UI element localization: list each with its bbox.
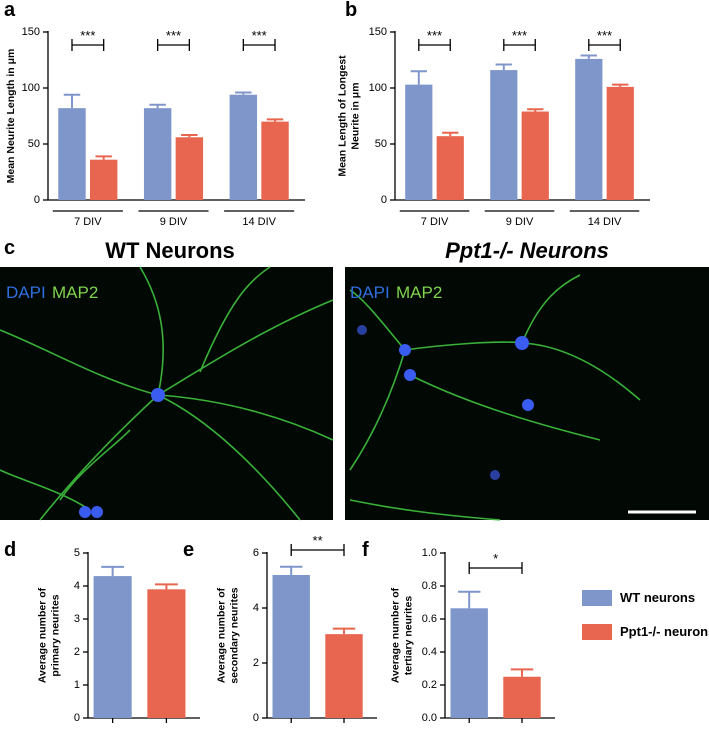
y-tick-label: 0 (34, 194, 40, 206)
legend-swatch (582, 624, 612, 640)
y-tick-label: 4 (74, 580, 80, 592)
y-tick-label: 50 (375, 138, 387, 150)
significance-bracket (242, 39, 276, 51)
bar (521, 111, 549, 200)
y-tick-label: 0.8 (422, 580, 437, 592)
significance-bracket (418, 39, 451, 51)
bar (490, 70, 518, 200)
y-tick-label: 6 (253, 547, 259, 559)
bar (147, 589, 186, 718)
y-tick-label: 0 (74, 712, 80, 724)
x-tick-label: 14 DIV (242, 216, 276, 228)
bar (325, 634, 363, 718)
bar (229, 94, 258, 200)
micrograph (0, 266, 709, 521)
y-axis-label: Average number of (216, 587, 228, 683)
significance-bracket (290, 544, 345, 556)
x-tick-label: 7 DIV (421, 216, 449, 228)
significance-bracket (468, 562, 523, 574)
stain-label: DAPI (6, 283, 46, 302)
y-tick-label: 150 (369, 26, 387, 38)
y-tick-label: 0 (381, 194, 387, 206)
panel-label: c (4, 237, 15, 259)
bar (436, 136, 464, 200)
y-axis-label: Average number of (390, 587, 402, 683)
y-tick-label: 100 (369, 82, 387, 94)
significance-label: ** (313, 533, 323, 548)
image-title: Ppt1-/- Neurons (445, 238, 609, 263)
significance-label: *** (427, 28, 442, 43)
y-tick-label: 100 (22, 82, 40, 94)
y-tick-label: 2 (74, 646, 80, 658)
y-axis-label: primary neurites (50, 594, 62, 676)
panel-label: e (183, 539, 194, 561)
bar (93, 576, 132, 718)
panel-label: a (4, 0, 16, 21)
panel-label: b (345, 0, 357, 21)
x-tick-label: 9 DIV (160, 216, 188, 228)
y-tick-label: 0.2 (422, 679, 437, 691)
image-title: WT Neurons (105, 238, 235, 263)
bar (261, 121, 289, 200)
bar (89, 159, 118, 200)
panel-label: f (362, 539, 369, 561)
y-axis-label: secondary neurites (229, 587, 241, 683)
legend-swatch (582, 590, 612, 606)
bar (405, 84, 433, 200)
y-axis-label: tertiary neurites (403, 596, 415, 676)
bar (143, 108, 172, 200)
y-axis-label: Neurite in μm (350, 82, 362, 149)
significance-label: *** (166, 28, 181, 43)
y-tick-label: 150 (22, 26, 40, 38)
panel-label: d (4, 539, 16, 561)
y-tick-label: 0.4 (422, 646, 437, 658)
significance-label: *** (252, 28, 267, 43)
y-tick-label: 4 (253, 602, 259, 614)
stain-label: MAP2 (52, 283, 98, 302)
significance-label: *** (512, 28, 527, 43)
y-tick-label: 0.0 (422, 712, 437, 724)
significance-bracket (588, 39, 621, 51)
legend-label: WT neurons (620, 590, 695, 605)
y-tick-label: 0 (253, 712, 259, 724)
x-tick-label: 14 DIV (588, 216, 622, 228)
y-axis-label: Average number of (37, 587, 49, 683)
y-axis-label: Mean Neurite Length in μm (5, 49, 17, 184)
bar (450, 608, 488, 718)
x-tick-label: 9 DIV (506, 216, 534, 228)
y-tick-label: 1 (74, 679, 80, 691)
y-tick-label: 0.6 (422, 613, 437, 625)
bar (606, 86, 634, 200)
significance-bracket (503, 39, 536, 51)
y-tick-label: 5 (74, 547, 80, 559)
bar (503, 676, 541, 718)
y-tick-label: 3 (74, 613, 80, 625)
x-tick-label: 7 DIV (74, 216, 102, 228)
bar (58, 108, 86, 200)
y-tick-label: 2 (253, 657, 259, 669)
significance-label: *** (80, 28, 95, 43)
significance-label: * (493, 551, 498, 566)
y-tick-label: 1.0 (422, 547, 437, 559)
y-axis-label: Mean Length of Longest (337, 55, 349, 177)
legend-label: Ppt1-/- neurons (620, 624, 709, 639)
significance-label: *** (597, 28, 612, 43)
stain-label: MAP2 (396, 283, 442, 302)
bar (175, 137, 204, 200)
bar (575, 58, 603, 200)
significance-bracket (71, 39, 105, 51)
stain-label: DAPI (350, 283, 390, 302)
bar (272, 575, 310, 718)
significance-bracket (157, 39, 190, 51)
y-tick-label: 50 (28, 138, 40, 150)
